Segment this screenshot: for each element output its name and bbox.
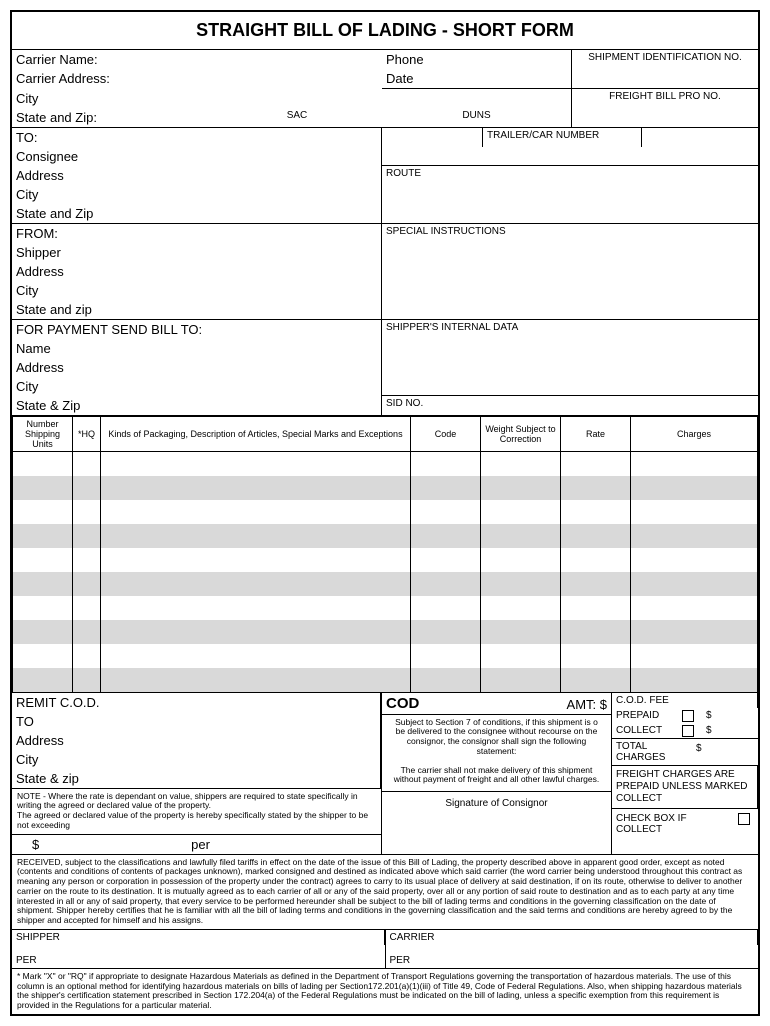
payment-name: Name — [12, 339, 382, 358]
table-row[interactable] — [13, 524, 758, 548]
sig-carrier-per: PER — [386, 945, 759, 968]
to-statezip: State and Zip — [12, 204, 382, 223]
date-label: Date — [382, 69, 572, 89]
carrier-delivery-text: The carrier shall not make delivery of t… — [382, 760, 611, 793]
footnote: * Mark "X" or "RQ" if appropriate to des… — [12, 969, 758, 1014]
items-table: Number Shipping Units *HQ Kinds of Packa… — [12, 416, 758, 692]
received-text: RECEIVED, subject to the classifications… — [12, 854, 758, 930]
from-address: Address — [12, 262, 382, 281]
route-label: ROUTE — [382, 166, 758, 185]
carrier-name-label: Carrier Name: — [12, 50, 382, 69]
table-row[interactable] — [13, 596, 758, 620]
section7-text: Subject to Section 7 of conditions, if t… — [382, 715, 611, 760]
cod-fee-heading: C.O.D. FEE — [612, 693, 758, 708]
col-code: Code — [411, 417, 481, 452]
form-title: STRAIGHT BILL OF LADING - SHORT FORM — [12, 12, 758, 50]
cod-amt: AMT: $ — [452, 693, 611, 714]
freight-charges-text: FREIGHT CHARGES ARE PREPAID UNLESS MARKE… — [612, 766, 758, 809]
trailer-label: TRAILER/CAR NUMBER — [482, 128, 642, 147]
sac-label: SAC — [212, 108, 382, 127]
from-shipper: Shipper — [12, 243, 382, 262]
shipment-id-label: SHIPMENT IDENTIFICATION NO. — [572, 50, 758, 69]
to-city: City — [12, 185, 382, 204]
signature-consignor: Signature of Consignor — [382, 792, 611, 815]
payment-city: City — [12, 377, 382, 396]
phone-label: Phone — [382, 50, 572, 69]
carrier-city-label: City — [12, 89, 382, 108]
table-row[interactable] — [13, 476, 758, 500]
collect-checkbox[interactable] — [682, 725, 694, 737]
freight-bill-label: FREIGHT BILL PRO NO. — [572, 89, 758, 108]
col-units: Number Shipping Units — [13, 417, 73, 452]
from-city: City — [12, 281, 382, 300]
carrier-address-label: Carrier Address: — [12, 69, 382, 89]
payment-heading: FOR PAYMENT SEND BILL TO: — [12, 320, 382, 339]
special-label: SPECIAL INSTRUCTIONS — [382, 224, 758, 243]
sig-carrier: CARRIER — [386, 930, 759, 945]
table-row[interactable] — [13, 500, 758, 524]
to-heading: TO: — [12, 128, 382, 147]
col-hq: *HQ — [73, 417, 101, 452]
shipper-data-label: SHIPPER'S INTERNAL DATA — [382, 320, 758, 339]
payment-statezip: State & Zip — [12, 396, 382, 415]
from-statezip: State and zip — [12, 300, 382, 319]
sig-shipper: SHIPPER — [12, 930, 385, 945]
remit-address: Address — [12, 731, 381, 750]
remit-city: City — [12, 750, 381, 769]
from-heading: FROM: — [12, 224, 382, 243]
table-row[interactable] — [13, 668, 758, 692]
remit-heading: REMIT C.O.D. — [12, 693, 381, 712]
col-charges: Charges — [631, 417, 758, 452]
to-consignee: Consignee — [12, 147, 382, 166]
carrier-statezip-label: State and Zip: — [12, 108, 212, 127]
bill-of-lading-form: STRAIGHT BILL OF LADING - SHORT FORM Car… — [10, 10, 760, 1016]
table-row[interactable] — [13, 452, 758, 476]
table-row[interactable] — [13, 548, 758, 572]
sig-shipper-per: PER — [12, 945, 385, 968]
to-address: Address — [12, 166, 382, 185]
table-row[interactable] — [13, 644, 758, 668]
check-collect-checkbox[interactable] — [738, 813, 750, 825]
per-label: per — [187, 835, 237, 854]
prepaid-label: PREPAID — [612, 708, 682, 723]
col-weight: Weight Subject to Correction — [481, 417, 561, 452]
note-rate: NOTE - Where the rate is dependant on va… — [12, 789, 381, 834]
remit-to: TO — [12, 712, 381, 731]
collect-label: COLLECT — [612, 723, 682, 738]
table-row[interactable] — [13, 572, 758, 596]
total-charges-label: TOTAL CHARGES — [612, 739, 682, 765]
check-collect-label: CHECK BOX IF COLLECT — [612, 809, 738, 837]
remit-statezip: State & zip — [12, 769, 381, 789]
table-row[interactable] — [13, 620, 758, 644]
payment-address: Address — [12, 358, 382, 377]
dollar-sign: $ — [12, 835, 43, 854]
cod-heading: COD — [382, 693, 452, 714]
duns-label: DUNS — [382, 108, 572, 127]
col-desc: Kinds of Packaging, Description of Artic… — [101, 417, 411, 452]
sid-label: SID NO. — [382, 396, 758, 415]
col-rate: Rate — [561, 417, 631, 452]
prepaid-checkbox[interactable] — [682, 710, 694, 722]
